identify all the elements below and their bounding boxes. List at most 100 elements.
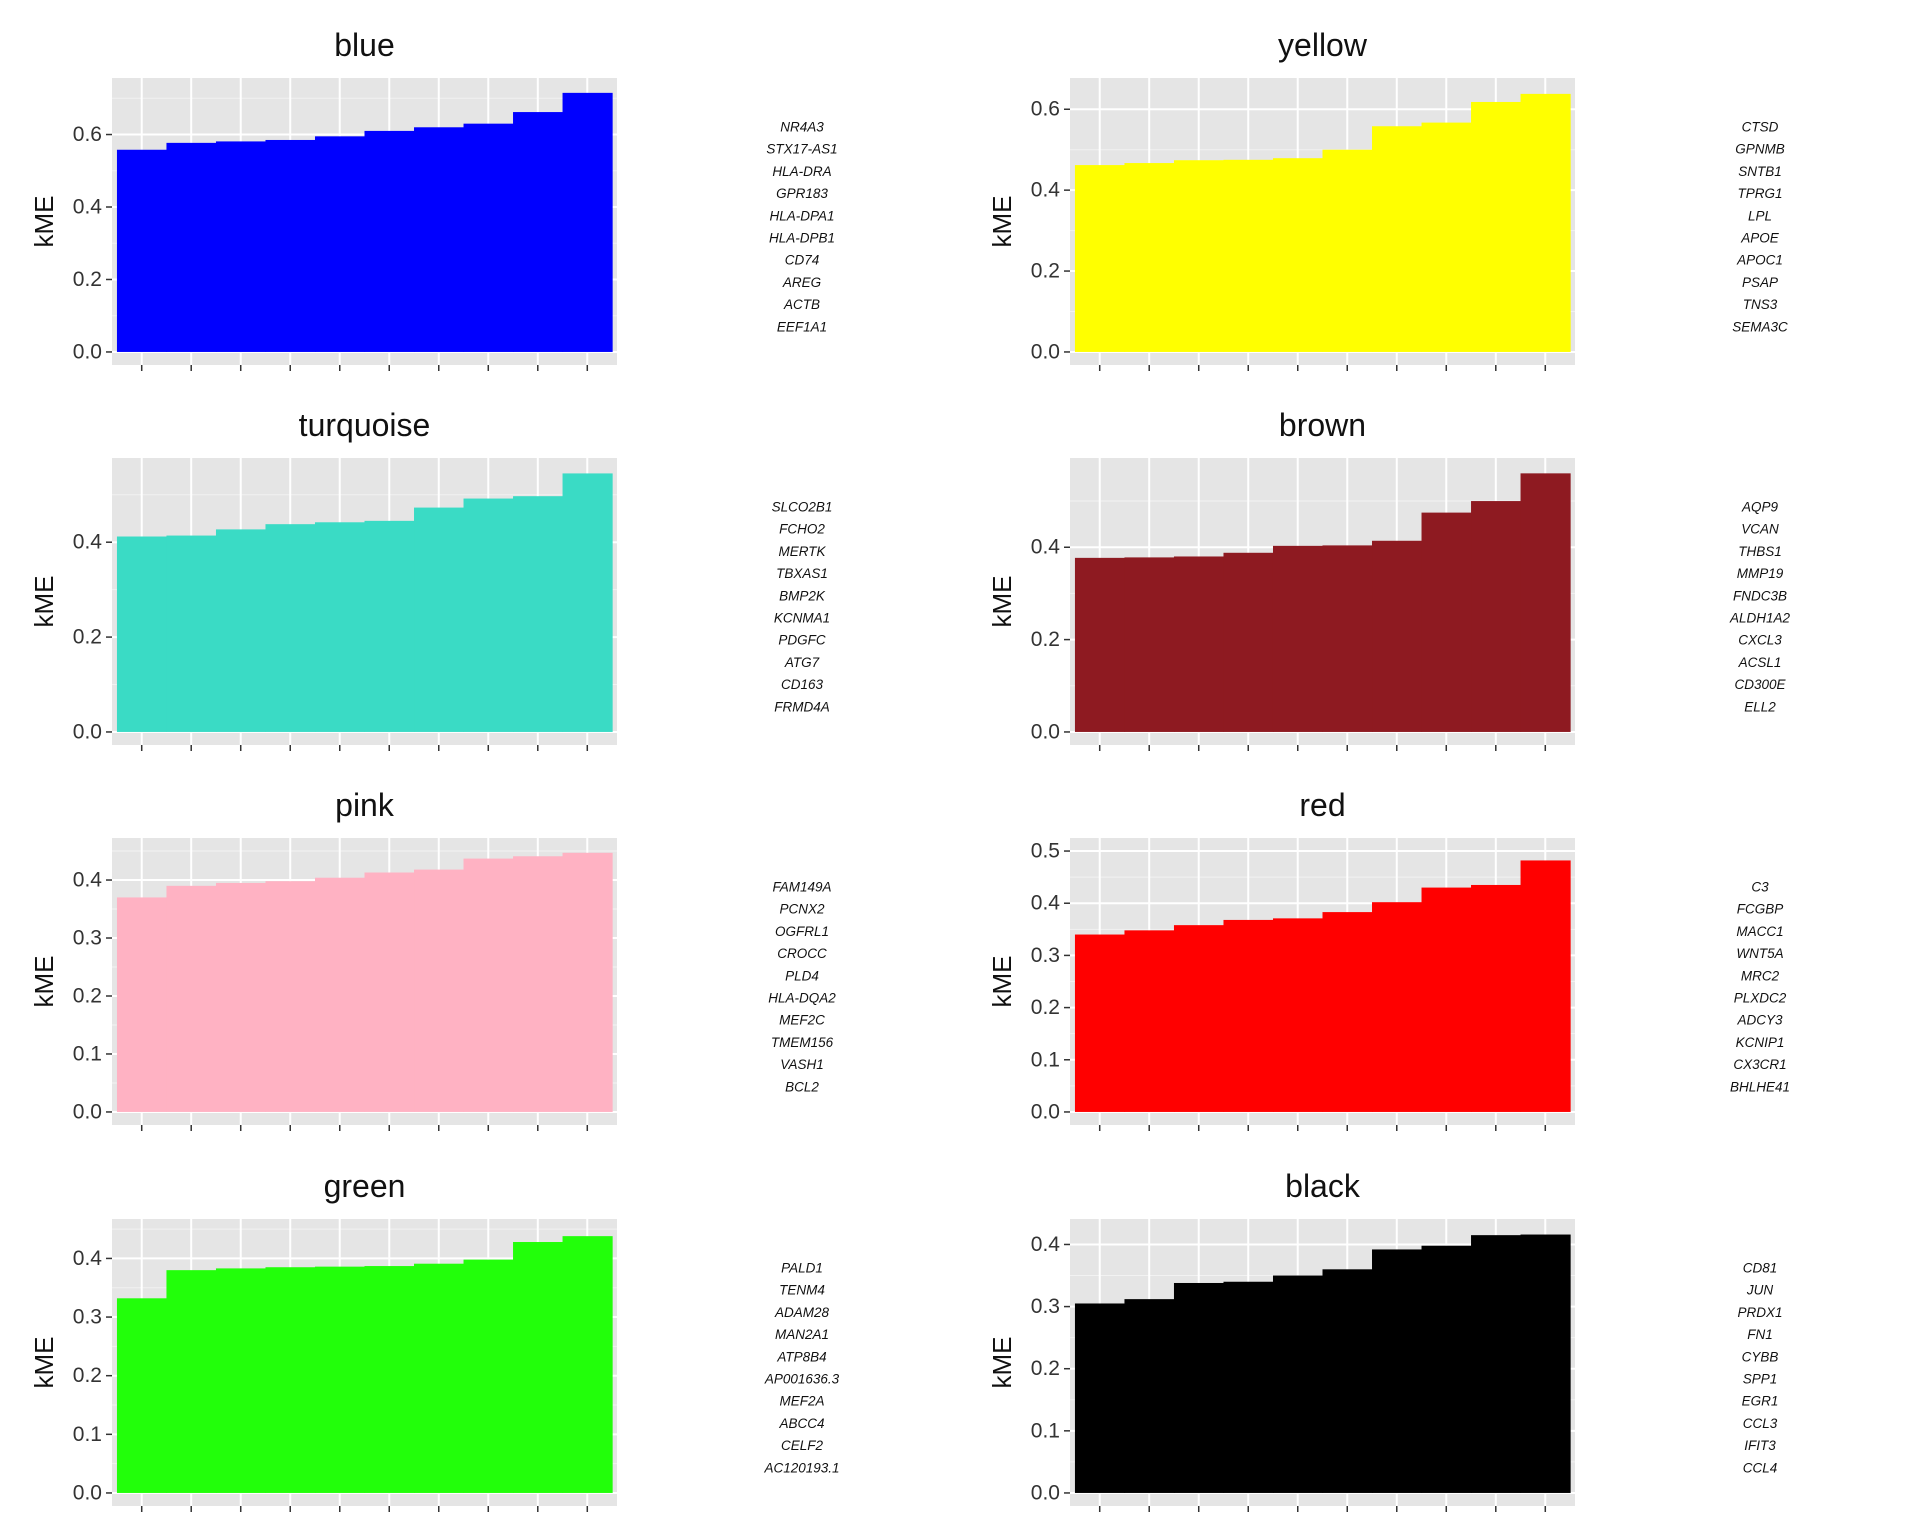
gene-label-yellow-1: CTSD <box>1742 120 1779 135</box>
y-tick-label-brown: 0.2 <box>1031 628 1060 651</box>
bar-turquoise-1 <box>116 536 168 732</box>
panel-title-turquoise: turquoise <box>299 407 431 443</box>
bar-turquoise-6 <box>364 520 415 732</box>
gene-label-green-10: AC120193.1 <box>763 1460 839 1475</box>
panel-black: 0.0 0.1 0.2 0.3 0.4 black kME CD81 JUN PRDX1 FN1 CY… <box>987 1168 1783 1512</box>
gene-label-black-4: FN1 <box>1747 1327 1773 1342</box>
bar-blue-9 <box>513 112 564 352</box>
y-axis-title-black: kME <box>987 1337 1017 1389</box>
gene-label-yellow-4: TPRG1 <box>1737 186 1782 201</box>
gene-label-red-6: PLXDC2 <box>1734 991 1787 1006</box>
y-tick-label-red: 0.2 <box>1031 996 1060 1019</box>
y-tick-label-yellow: 0.0 <box>1031 340 1060 363</box>
y-tick-label-red: 0.4 <box>1031 892 1061 915</box>
gene-label-green-8: ABCC4 <box>778 1416 824 1431</box>
gene-label-pink-6: HLA-DQA2 <box>768 991 836 1006</box>
bar-pink-2 <box>166 885 217 1112</box>
y-tick-label-blue: 0.0 <box>73 340 102 363</box>
gene-label-black-1: CD81 <box>1743 1261 1778 1276</box>
panel-yellow: 0.0 0.2 0.4 0.6 yellow kME CTSD GPNMB SNTB1 TPRG1… <box>987 27 1788 371</box>
gene-label-turquoise-9: CD163 <box>781 677 824 692</box>
bar-yellow-3 <box>1173 160 1225 352</box>
gene-label-blue-7: CD74 <box>785 253 820 268</box>
y-tick-label-black: 0.1 <box>1031 1419 1060 1442</box>
gene-label-blue-9: ACTB <box>783 297 820 312</box>
gene-label-yellow-6: APOE <box>1740 231 1780 246</box>
bar-pink-6 <box>364 872 415 1112</box>
panel-title-blue: blue <box>334 27 395 63</box>
y-tick-label-red: 0.1 <box>1031 1048 1060 1071</box>
bar-turquoise-4 <box>265 524 316 732</box>
gene-label-pink-7: MEF2C <box>779 1013 825 1028</box>
bar-black-3 <box>1173 1282 1225 1493</box>
bar-blue-10 <box>562 92 613 352</box>
y-tick-label-pink: 0.4 <box>73 869 103 892</box>
gene-label-pink-10: BCL2 <box>785 1079 819 1094</box>
gene-label-blue-10: EEF1A1 <box>777 319 827 334</box>
y-tick-label-pink: 0.1 <box>73 1042 102 1065</box>
bar-brown-5 <box>1272 545 1324 732</box>
gene-label-black-10: CCL4 <box>1743 1460 1778 1475</box>
bar-blue-1 <box>116 149 168 352</box>
gene-label-black-7: EGR1 <box>1742 1394 1779 1409</box>
bar-black-9 <box>1471 1235 1522 1493</box>
gene-label-black-6: SPP1 <box>1743 1372 1778 1387</box>
panel-green: 0.0 0.1 0.2 0.3 0.4 green kME PALD1 TENM4 ADAM28 M… <box>29 1168 840 1512</box>
bar-yellow-10 <box>1520 93 1571 352</box>
gene-label-red-8: KCNIP1 <box>1736 1035 1785 1050</box>
bar-black-7 <box>1372 1249 1423 1493</box>
bar-red-8 <box>1421 887 1472 1112</box>
panel-pink: 0.0 0.1 0.2 0.3 0.4 pink kME FAM149A PCNX2 OGFRL1… <box>29 787 836 1131</box>
gene-label-yellow-10: SEMA3C <box>1732 319 1788 334</box>
gene-label-brown-3: THBS1 <box>1738 544 1782 559</box>
gene-label-green-7: MEF2A <box>779 1394 824 1409</box>
panel-blue: 0.0 0.2 0.4 0.6 blue kME NR4A3 STX17-AS1 HLA-DRA… <box>29 27 838 371</box>
gene-label-pink-2: PCNX2 <box>779 902 825 917</box>
gene-label-brown-9: CD300E <box>1734 677 1786 692</box>
gene-label-brown-8: ACSL1 <box>1738 655 1782 670</box>
gene-label-pink-5: PLD4 <box>785 968 819 983</box>
bar-pink-10 <box>562 852 613 1112</box>
y-tick-label-green: 0.0 <box>73 1481 102 1504</box>
gene-label-brown-6: ALDH1A2 <box>1729 611 1791 626</box>
y-tick-label-green: 0.1 <box>73 1423 102 1446</box>
gene-label-blue-3: HLA-DRA <box>772 164 831 179</box>
y-tick-label-yellow: 0.6 <box>1031 98 1060 121</box>
bar-blue-6 <box>364 130 415 352</box>
bar-blue-2 <box>166 142 217 352</box>
bar-pink-9 <box>513 856 564 1112</box>
bar-pink-7 <box>414 869 465 1112</box>
bar-green-2 <box>166 1270 217 1493</box>
bar-pink-8 <box>463 858 514 1112</box>
y-tick-label-black: 0.3 <box>1031 1295 1060 1318</box>
bar-green-10 <box>562 1236 613 1493</box>
gene-label-brown-1: AQP9 <box>1741 500 1779 515</box>
gene-label-blue-5: HLA-DPA1 <box>769 208 834 223</box>
panel-title-yellow: yellow <box>1278 27 1368 63</box>
y-tick-label-pink: 0.3 <box>73 927 102 950</box>
gene-label-green-2: TENM4 <box>779 1283 825 1298</box>
panel-title-green: green <box>324 1168 406 1204</box>
y-tick-label-brown: 0.0 <box>1031 720 1060 743</box>
bar-turquoise-10 <box>562 473 613 732</box>
gene-label-black-8: CCL3 <box>1743 1416 1778 1431</box>
bar-red-5 <box>1272 918 1324 1112</box>
bar-brown-7 <box>1372 540 1423 732</box>
gene-label-black-5: CYBB <box>1742 1349 1779 1364</box>
bar-red-6 <box>1322 912 1373 1112</box>
y-tick-label-turquoise: 0.4 <box>73 531 103 554</box>
gene-label-green-3: ADAM28 <box>774 1305 830 1320</box>
y-axis-title-red: kME <box>987 956 1017 1008</box>
gene-label-red-2: FCGBP <box>1737 902 1784 917</box>
gene-label-brown-2: VCAN <box>1741 522 1779 537</box>
bar-pink-3 <box>215 882 267 1112</box>
bar-yellow-1 <box>1074 165 1126 352</box>
gene-label-blue-2: STX17-AS1 <box>766 142 837 157</box>
gene-label-yellow-3: SNTB1 <box>1738 164 1782 179</box>
bar-red-10 <box>1520 860 1571 1112</box>
panel-title-black: black <box>1285 1168 1361 1204</box>
bar-brown-6 <box>1322 545 1373 732</box>
gene-label-pink-1: FAM149A <box>772 880 831 895</box>
bar-turquoise-9 <box>513 496 564 732</box>
bar-green-3 <box>215 1268 267 1493</box>
